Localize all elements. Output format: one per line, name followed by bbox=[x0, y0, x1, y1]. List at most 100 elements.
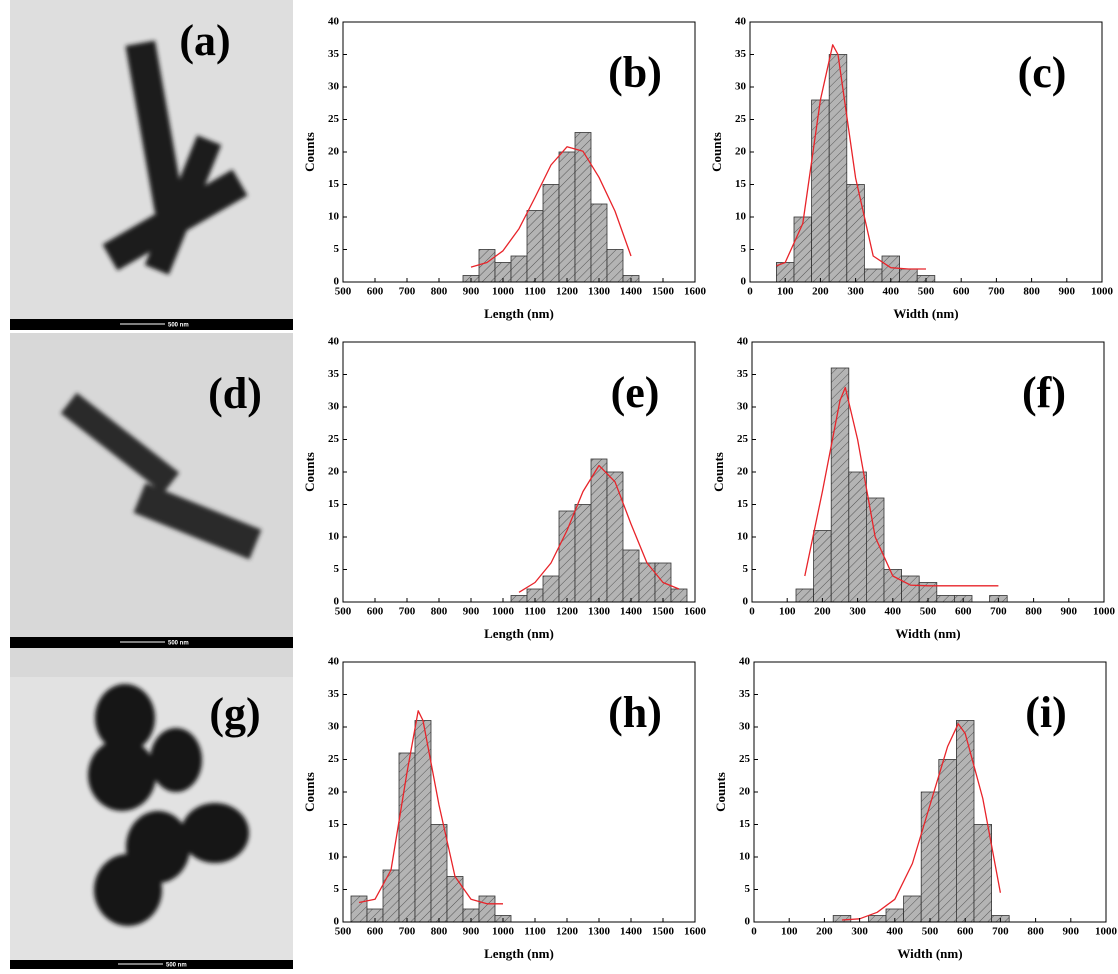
bar bbox=[883, 569, 903, 603]
y-axis-label: Counts bbox=[302, 452, 317, 492]
y-tick-label: 5 bbox=[334, 243, 340, 255]
bar bbox=[510, 595, 528, 603]
x-tick-label: 700 bbox=[399, 606, 416, 618]
panel-label: (a) bbox=[179, 16, 230, 65]
x-tick-label: 800 bbox=[431, 926, 448, 938]
y-tick-label: 20 bbox=[737, 466, 749, 478]
x-tick-label: 400 bbox=[883, 286, 900, 298]
x-tick-label: 500 bbox=[920, 606, 937, 618]
x-tick-label: 700 bbox=[399, 926, 416, 938]
x-axis-label: Length (nm) bbox=[484, 306, 554, 321]
y-tick-label: 25 bbox=[739, 753, 751, 765]
fit-curve bbox=[804, 386, 999, 587]
bar bbox=[795, 588, 815, 603]
bar bbox=[868, 915, 887, 923]
fit-curve bbox=[518, 464, 680, 593]
x-tick-label: 400 bbox=[885, 606, 902, 618]
bar bbox=[590, 203, 608, 283]
x-tick-label: 1200 bbox=[556, 286, 579, 298]
y-tick-label: 5 bbox=[334, 883, 340, 895]
y-tick-label: 40 bbox=[735, 16, 747, 28]
y-axis-label: Counts bbox=[711, 452, 726, 492]
bar bbox=[446, 876, 464, 923]
x-tick-label: 0 bbox=[749, 606, 755, 618]
x-tick-label: 0 bbox=[747, 286, 753, 298]
bar bbox=[590, 458, 608, 603]
panel-label: (g) bbox=[209, 689, 260, 738]
x-tick-label: 1300 bbox=[588, 606, 611, 618]
y-tick-label: 30 bbox=[739, 721, 751, 733]
x-tick-label: 900 bbox=[463, 926, 480, 938]
y-tick-label: 40 bbox=[737, 336, 749, 348]
histogram-panel: 0 5 10 15 20 25 30 35 40 500 600 700 800 900 1000 1100 1… bbox=[302, 336, 707, 641]
y-tick-label: 20 bbox=[739, 786, 751, 798]
bar bbox=[828, 54, 848, 283]
x-tick-label: 600 bbox=[955, 606, 972, 618]
y-tick-label: 15 bbox=[328, 178, 340, 190]
particle bbox=[88, 739, 156, 811]
x-axis-label: Width (nm) bbox=[893, 306, 958, 321]
x-axis-label: Length (nm) bbox=[484, 946, 554, 961]
panel-label: (i) bbox=[1025, 688, 1067, 737]
x-tick-label: 500 bbox=[922, 926, 939, 938]
x-tick-label: 200 bbox=[816, 926, 833, 938]
y-tick-label: 30 bbox=[737, 401, 749, 413]
y-tick-label: 20 bbox=[328, 466, 340, 478]
x-tick-label: 600 bbox=[367, 606, 384, 618]
fit-curve bbox=[358, 710, 503, 905]
x-tick-label: 500 bbox=[335, 926, 352, 938]
scale-label: 500 nm bbox=[166, 963, 187, 969]
x-tick-label: 800 bbox=[431, 606, 448, 618]
x-tick-label: 100 bbox=[779, 606, 796, 618]
x-tick-label: 1000 bbox=[1091, 286, 1114, 298]
y-tick-label: 20 bbox=[328, 786, 340, 798]
x-tick-label: 900 bbox=[463, 286, 480, 298]
y-tick-label: 30 bbox=[328, 81, 340, 93]
particle bbox=[95, 684, 155, 752]
y-tick-label: 20 bbox=[735, 146, 747, 158]
y-tick-label: 35 bbox=[328, 368, 340, 380]
y-tick-label: 10 bbox=[735, 211, 747, 223]
y-tick-label: 25 bbox=[328, 753, 340, 765]
y-tick-label: 40 bbox=[328, 656, 340, 668]
x-tick-label: 700 bbox=[988, 286, 1005, 298]
y-tick-label: 10 bbox=[328, 851, 340, 863]
y-tick-label: 10 bbox=[739, 851, 751, 863]
bar bbox=[606, 249, 624, 283]
x-tick-label: 1600 bbox=[684, 926, 707, 938]
y-tick-label: 35 bbox=[737, 368, 749, 380]
y-tick-label: 40 bbox=[739, 656, 751, 668]
bar bbox=[558, 151, 576, 283]
x-tick-label: 500 bbox=[335, 286, 352, 298]
x-tick-label: 900 bbox=[463, 606, 480, 618]
x-tick-label: 700 bbox=[399, 286, 416, 298]
plot-area bbox=[343, 22, 695, 282]
y-tick-label: 5 bbox=[334, 563, 340, 575]
bar bbox=[956, 720, 975, 923]
fit-curve bbox=[470, 146, 632, 268]
bar bbox=[606, 471, 624, 603]
bar bbox=[382, 869, 400, 923]
x-tick-label: 600 bbox=[367, 286, 384, 298]
x-tick-label: 600 bbox=[367, 926, 384, 938]
panel-label: (e) bbox=[611, 368, 660, 417]
x-tick-label: 1000 bbox=[492, 926, 515, 938]
y-tick-label: 0 bbox=[334, 916, 340, 928]
particle bbox=[150, 728, 202, 792]
bar bbox=[920, 791, 940, 923]
y-axis-label: Counts bbox=[709, 132, 724, 172]
x-tick-label: 100 bbox=[777, 286, 794, 298]
y-tick-label: 5 bbox=[745, 883, 751, 895]
y-tick-label: 35 bbox=[735, 48, 747, 60]
x-tick-label: 1400 bbox=[620, 926, 643, 938]
x-tick-label: 800 bbox=[1025, 606, 1042, 618]
bar bbox=[938, 759, 957, 923]
bar bbox=[832, 915, 852, 923]
particle bbox=[181, 803, 249, 863]
tem-image: 500 nm (d) bbox=[10, 333, 293, 677]
bar bbox=[478, 895, 496, 923]
panel-label: (b) bbox=[608, 48, 662, 97]
x-tick-label: 200 bbox=[814, 606, 831, 618]
bar bbox=[903, 895, 922, 923]
